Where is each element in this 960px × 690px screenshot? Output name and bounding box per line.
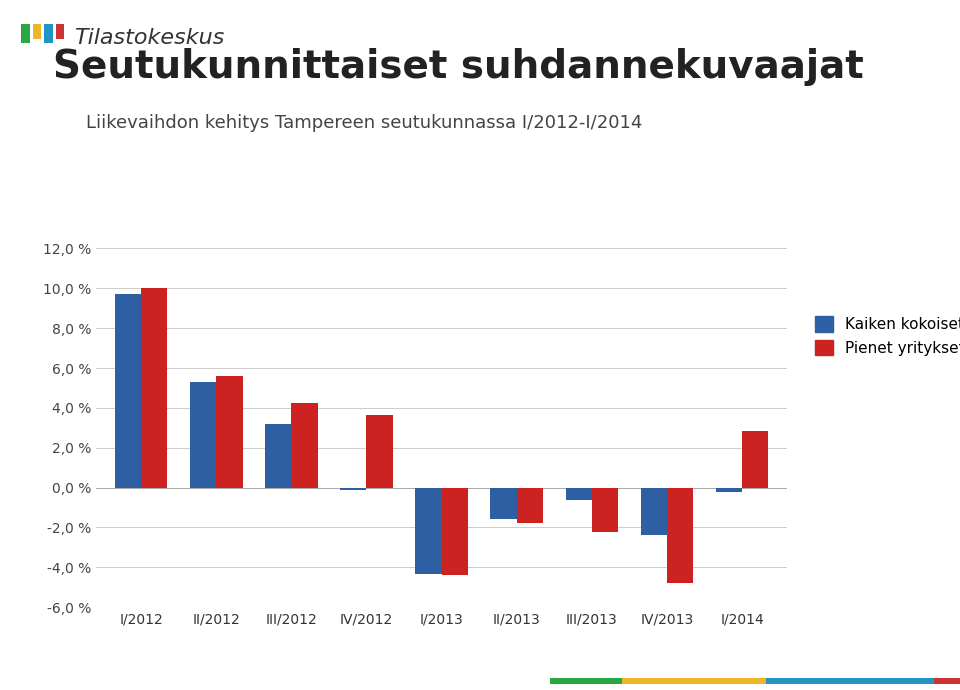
Bar	[141, 288, 167, 488]
Bar	[592, 488, 618, 533]
Text: Tilastokeskus: Tilastokeskus	[74, 28, 225, 48]
Text: Seutukunnittaiset suhdannekuvaajat: Seutukunnittaiset suhdannekuvaajat	[53, 48, 864, 86]
Bar	[742, 431, 768, 488]
Bar	[667, 488, 693, 583]
Bar	[565, 488, 592, 500]
Bar	[291, 403, 318, 488]
Bar	[216, 376, 243, 488]
Bar	[442, 488, 468, 575]
Bar	[367, 415, 393, 488]
Bar	[491, 488, 516, 520]
Bar	[190, 382, 216, 488]
Bar	[265, 424, 291, 488]
Bar	[340, 488, 367, 490]
Bar	[716, 488, 742, 491]
Text: Liikevaihdon kehitys Tampereen seutukunnassa I/2012-I/2014: Liikevaihdon kehitys Tampereen seutukunn…	[86, 114, 643, 132]
Bar	[416, 488, 442, 574]
Legend: Kaiken kokoiset yritykset, Pienet yritykset: Kaiken kokoiset yritykset, Pienet yrityk…	[808, 310, 960, 362]
Bar	[516, 488, 543, 524]
Bar	[640, 488, 667, 535]
Bar	[115, 294, 141, 488]
